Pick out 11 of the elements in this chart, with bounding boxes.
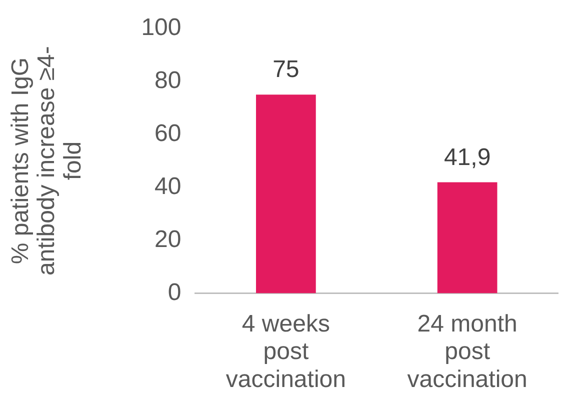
y-tick-label: 40 (154, 172, 182, 200)
x-tick-label: 24 month post vaccination (407, 310, 528, 393)
y-tick-label: 80 (154, 66, 182, 94)
y-tick-label: 20 (154, 226, 182, 253)
data-label: 41,9 (444, 144, 491, 171)
y-tick-label: 60 (154, 120, 182, 147)
y-tick-label: 100 (141, 14, 182, 42)
y-axis-title: % patients with IgG antibody increase ≥4-fold (6, 46, 87, 276)
x-tick-label: 4 weeks post vaccination (226, 310, 346, 393)
data-label: 75 (272, 56, 300, 84)
y-tick-label: 0 (168, 278, 182, 306)
